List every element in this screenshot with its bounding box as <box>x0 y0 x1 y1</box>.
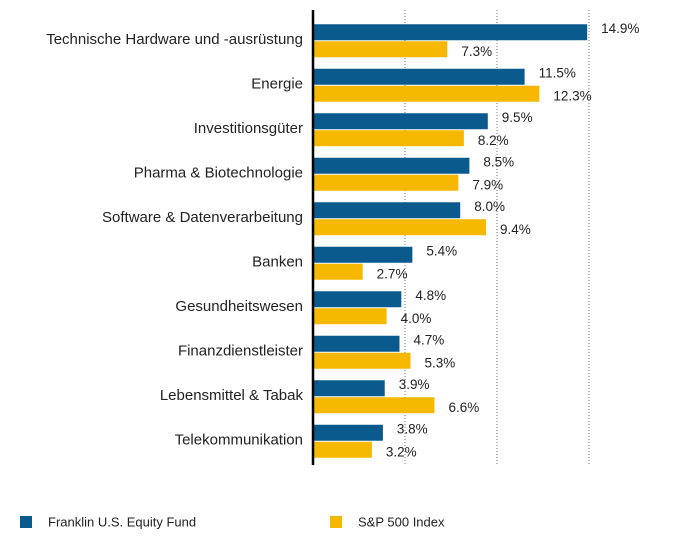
category-label: Technische Hardware und -ausrüstung <box>46 31 303 48</box>
category-label: Telekommunikation <box>175 432 303 449</box>
category-label: Lebensmittel & Tabak <box>160 387 304 404</box>
value-label: 4.0% <box>401 311 432 326</box>
bar <box>313 308 387 325</box>
legend-swatch <box>20 516 32 528</box>
bar <box>313 85 540 102</box>
bar <box>313 263 363 280</box>
value-label: 2.7% <box>377 266 408 281</box>
value-label: 14.9% <box>601 21 639 36</box>
category-label: Pharma & Biotechnologie <box>134 165 303 182</box>
value-label: 4.8% <box>415 288 446 303</box>
value-label: 8.2% <box>478 133 509 148</box>
legend-label: S&P 500 Index <box>358 514 445 529</box>
category-label: Energie <box>251 76 303 93</box>
bar <box>313 68 525 85</box>
bar <box>313 335 400 352</box>
bar <box>313 380 385 397</box>
legend-swatch <box>330 516 342 528</box>
value-label: 7.9% <box>472 177 503 192</box>
bar <box>313 24 588 41</box>
bar <box>313 113 488 130</box>
bar <box>313 174 459 191</box>
value-label: 5.3% <box>425 355 456 370</box>
value-label: 5.4% <box>426 243 457 258</box>
value-label: 9.5% <box>502 110 533 125</box>
bar <box>313 41 448 58</box>
value-label: 7.3% <box>461 44 492 59</box>
value-label: 3.2% <box>386 444 417 459</box>
category-label: Gesundheitswesen <box>175 298 303 315</box>
legend-label: Franklin U.S. Equity Fund <box>48 514 196 529</box>
bar <box>313 291 402 308</box>
bar <box>313 157 470 174</box>
value-label: 6.6% <box>448 400 479 415</box>
category-label: Banken <box>252 254 303 271</box>
bar <box>313 397 435 414</box>
value-label: 3.9% <box>399 377 430 392</box>
value-label: 9.4% <box>500 222 531 237</box>
value-label: 8.0% <box>474 199 505 214</box>
value-label: 3.8% <box>397 421 428 436</box>
bar <box>313 202 461 219</box>
value-label: 4.7% <box>413 332 444 347</box>
category-label: Investitionsgüter <box>194 120 303 137</box>
value-label: 11.5% <box>539 65 576 80</box>
bar <box>313 424 383 441</box>
bar <box>313 219 486 236</box>
category-label: Software & Datenverarbeitung <box>102 209 303 226</box>
value-label: 12.3% <box>553 88 591 103</box>
category-label: Finanzdienstleister <box>178 343 303 360</box>
value-label: 8.5% <box>483 154 514 169</box>
bar <box>313 352 411 369</box>
bar <box>313 246 413 263</box>
bar <box>313 441 372 458</box>
bar <box>313 130 464 147</box>
